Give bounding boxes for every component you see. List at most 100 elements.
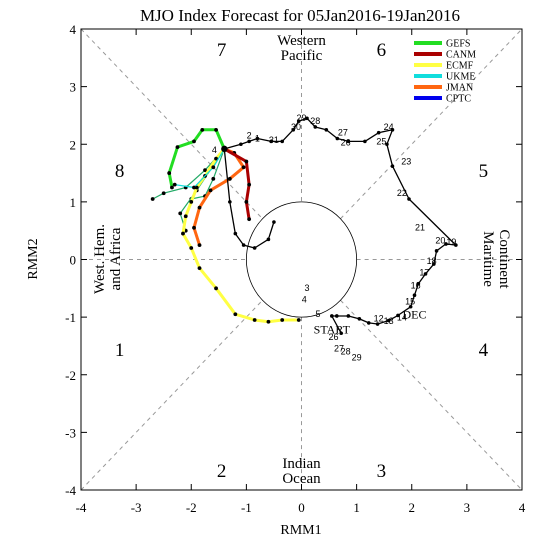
series-point-ecmf (183, 214, 188, 219)
series-point-gefs (192, 139, 196, 144)
series-point-jman (208, 188, 213, 193)
observed-day-label: 15 (405, 296, 415, 306)
observed-day-label: 19 (446, 237, 456, 247)
observed-point (375, 322, 380, 326)
observed-point (334, 314, 339, 318)
series-point-canm (247, 182, 252, 187)
y-tick-label: 4 (70, 22, 77, 37)
observed-day-label: 27 (334, 344, 344, 354)
observed-point (272, 220, 276, 224)
phase-number: 3 (377, 461, 387, 482)
observed-point (390, 164, 395, 168)
observed-point (434, 249, 439, 253)
observed-point (407, 197, 411, 201)
series-point-ukme (192, 185, 196, 190)
observed-point (432, 262, 436, 266)
observed-day-label: 14 (397, 313, 407, 323)
series-point-ensemble (161, 191, 166, 196)
series-point-ecmf (194, 185, 199, 190)
observed-point (241, 243, 246, 247)
observed-day-label: 26 (341, 137, 351, 147)
series-point-gefs (214, 127, 218, 132)
observed-point (255, 136, 260, 141)
observed-day-label: 16 (411, 280, 421, 290)
observed-day-label: 1 (255, 133, 260, 143)
x-tick-label: 3 (464, 500, 471, 515)
y-tick-label: -3 (65, 425, 76, 440)
y-tick-label: -2 (65, 368, 76, 383)
series-point-jman (197, 243, 202, 247)
observed-point (454, 243, 458, 247)
legend-label-gefs: GEFS (446, 39, 470, 50)
series-point-ecmf (197, 266, 202, 271)
observed-day-label: DEC (403, 307, 427, 321)
observed-point (280, 139, 285, 144)
observed-point (416, 281, 421, 286)
series-point-ecmf (252, 318, 257, 322)
y-tick-label: 1 (70, 195, 77, 210)
observed-day-label: 5 (316, 309, 321, 319)
series-point-ensemble (178, 211, 183, 216)
observed-day-label: 26 (328, 332, 338, 342)
observed-day-label: 27 (338, 128, 348, 138)
observed-day-label: 28 (310, 116, 320, 126)
x-tick-label: -4 (76, 500, 87, 515)
observed-point (305, 116, 309, 121)
observed-point (423, 272, 428, 276)
guide-diagonal-sw (80, 299, 263, 491)
observed-point (366, 321, 371, 325)
observed-day-label: 20 (435, 235, 445, 245)
legend-label-jman: JMAN (446, 83, 473, 94)
legend-label-ukme: UKME (446, 72, 475, 83)
x-tick-label: 1 (353, 500, 360, 515)
series-point-gefs (175, 145, 180, 150)
observed-point (363, 139, 367, 144)
series-point-gefs (167, 171, 172, 175)
unit-circle (245, 201, 358, 318)
observed-point (376, 130, 381, 135)
observed-day-label: 3 (305, 283, 310, 293)
observed-line (223, 117, 457, 334)
series-point-jman (227, 176, 232, 181)
series-point-ecmf (214, 286, 218, 291)
series-point-ecmf (214, 156, 218, 161)
observed-point (390, 128, 395, 132)
series-point-ecmf (296, 318, 301, 322)
observed-day-label: 28 (341, 347, 351, 357)
series-point-ecmf (280, 318, 285, 322)
observed-point (330, 314, 334, 318)
observed-day-label: 24 (384, 122, 394, 132)
x-tick-label: 2 (409, 500, 416, 515)
phase-number: 5 (479, 161, 489, 182)
observed-point (247, 139, 251, 144)
y-tick-label: 3 (70, 80, 77, 95)
observed-point (313, 125, 318, 129)
observed-day-label: 30 (291, 122, 301, 132)
observed-day-label: 31 (269, 135, 279, 145)
observed-day-label: 21 (415, 223, 425, 233)
series-point-gefs (200, 127, 205, 132)
x-tick-label: 4 (519, 500, 526, 515)
observed-point (335, 136, 340, 141)
observed-point (412, 293, 417, 298)
y-tick-label: -4 (65, 483, 76, 498)
y-axis-label: RMM2 (26, 238, 41, 279)
observed-point (266, 237, 271, 242)
observed-day-label: 29 (296, 113, 306, 123)
series-point-ukme (172, 182, 177, 187)
observed-day-label: 25 (376, 136, 386, 146)
observed-point (385, 142, 389, 147)
observed-point (239, 142, 243, 147)
observed-point (444, 242, 448, 246)
series-point-ensemble (211, 176, 216, 181)
observed-day-label: 13 (384, 316, 394, 326)
legend-label-cptc: CPTC (446, 94, 471, 105)
series-point-canm (247, 217, 252, 222)
observed-point (346, 139, 351, 144)
observed-point (291, 128, 296, 132)
series-point-jman (192, 225, 196, 230)
